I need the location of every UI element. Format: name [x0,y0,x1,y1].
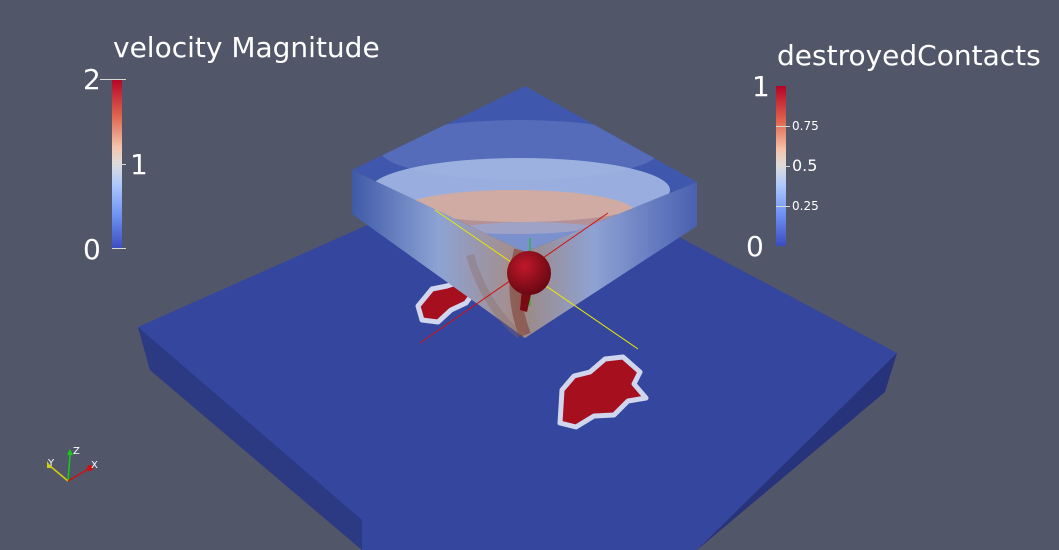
cube-left-face [352,170,525,338]
contacts-legend-title: destroyedContacts [777,39,1041,72]
velocity-label-max: 2 [83,63,101,96]
velocity-tick-max [100,79,126,80]
plate-left-side [138,327,362,550]
contacts-label-min: 0 [746,230,764,263]
velocity-label-min: 0 [83,233,101,266]
impactor-sphere[interactable] [507,251,551,312]
orientation-axes [47,449,93,482]
contacts-label-05: 0.5 [792,156,818,175]
velocity-tick-min [112,248,126,249]
velocity-legend-title: velocity Magnitude [113,31,380,64]
bottom-plate [138,155,897,550]
axis-label-z: Z [73,446,80,457]
cube-right-face [525,182,697,338]
axis-label-x: X [91,460,98,471]
contacts-label-025: 0.25 [792,199,819,213]
velocity-label-mid: 1 [130,148,148,181]
contacts-label-max: 1 [752,70,770,103]
contacts-label-075: 0.75 [792,119,819,133]
contacts-tick-05 [776,166,790,167]
plate-top-face [138,155,897,550]
axis-label-y: Y [48,458,55,469]
velocity-tick-mid [112,164,126,165]
contact-patch-right [557,354,649,430]
contacts-tick-075 [776,126,790,127]
contacts-tick-025 [776,206,790,207]
plate-right-side [697,353,897,550]
destroyed-contacts-region [415,279,649,430]
